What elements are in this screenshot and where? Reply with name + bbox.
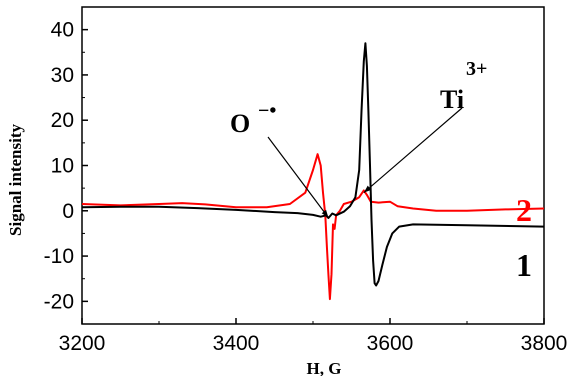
x-axis-title: H, G [307, 359, 342, 376]
y-tick-label: 0 [62, 200, 74, 223]
plot-frame [81, 6, 545, 325]
y-tick-label: 30 [51, 64, 74, 87]
o-radical-arrowhead [321, 209, 329, 218]
series-line-1 [81, 42, 545, 287]
x-tick-label: 3600 [367, 332, 414, 355]
y-tick-label: 20 [51, 109, 74, 132]
x-tick-label: 3800 [521, 332, 568, 355]
ti3plus-annotation: Ti 3+ [363, 58, 487, 194]
ti3plus-arrow [363, 107, 463, 194]
x-tick-label: 3200 [59, 332, 106, 355]
y-tick-label: 40 [51, 19, 74, 42]
ti3plus-arrowhead [363, 185, 372, 193]
o-radical-superscript: −• [258, 100, 276, 122]
y-tick-label: -20 [44, 290, 74, 313]
y-axis-title: Signal intensity [6, 124, 25, 236]
x-tick-label: 3400 [213, 332, 260, 355]
x-axis: 3200 3400 3600 3800 [59, 318, 568, 355]
plot-border [81, 6, 545, 325]
curve-label-2: 2 [516, 192, 532, 228]
curve-label-1: 1 [516, 247, 532, 283]
y-tick-label: 10 [51, 155, 74, 178]
o-radical-arrow [267, 136, 329, 218]
y-axis: -20 -10 0 10 20 30 40 [44, 6, 88, 313]
series-line-2 [81, 153, 545, 301]
ti3plus-superscript: 3+ [466, 58, 487, 80]
o-radical-annotation: O −• [230, 100, 329, 218]
o-radical-label: O [230, 109, 250, 138]
y-tick-label: -10 [44, 245, 74, 268]
series-layer [81, 42, 545, 301]
